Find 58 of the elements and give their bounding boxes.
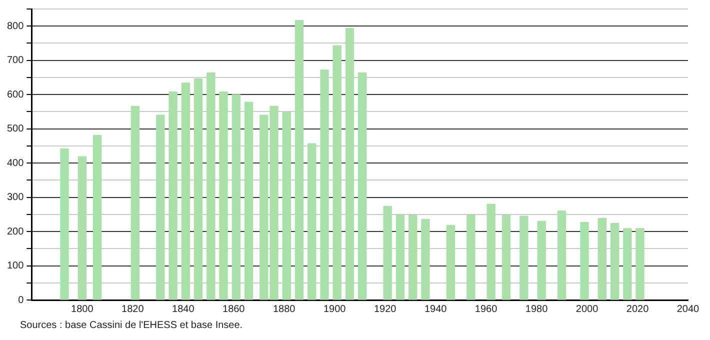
bar xyxy=(244,102,254,300)
bar xyxy=(610,222,620,300)
source-note: Sources : base Cassini de l'EHESS et base Insee. xyxy=(20,320,243,331)
bar xyxy=(502,214,511,300)
x-tick-label: 2020 xyxy=(626,304,650,315)
x-tick-label: 1940 xyxy=(424,304,448,315)
bar xyxy=(396,214,405,300)
bar xyxy=(194,78,203,300)
x-tick-label: 1960 xyxy=(474,304,498,315)
bar xyxy=(181,82,190,300)
bar xyxy=(130,106,140,300)
y-tick-label: 700 xyxy=(6,55,24,66)
bar xyxy=(358,72,367,300)
x-tick-label: 1900 xyxy=(323,304,346,315)
bar xyxy=(219,92,228,300)
bar xyxy=(537,220,546,300)
bar xyxy=(168,92,178,300)
bar xyxy=(320,70,329,300)
bar xyxy=(623,228,632,300)
y-tick-label: 300 xyxy=(6,192,24,204)
bar xyxy=(520,216,528,300)
y-tick-label: 800 xyxy=(6,20,24,32)
bar xyxy=(92,135,102,300)
bar xyxy=(282,112,291,300)
bar xyxy=(580,222,589,300)
x-tick-label: 1840 xyxy=(172,304,195,315)
bar xyxy=(332,45,342,300)
y-tick-label: 0 xyxy=(18,294,24,306)
x-tick-label: 1980 xyxy=(525,304,548,315)
bar xyxy=(206,72,216,300)
bar xyxy=(78,156,86,300)
bar xyxy=(408,214,418,300)
x-tick-label: 2040 xyxy=(676,304,700,315)
y-tick-label: 600 xyxy=(6,89,24,100)
y-tick-label: 100 xyxy=(6,260,24,272)
x-tick-label: 1880 xyxy=(272,304,296,315)
bar xyxy=(156,114,165,300)
bar xyxy=(486,204,496,300)
x-tick-label: 2000 xyxy=(576,304,599,315)
bar xyxy=(598,218,607,300)
x-tick-label: 1800 xyxy=(71,304,94,315)
bar xyxy=(636,228,644,300)
bar xyxy=(421,218,430,300)
x-tick-label: 1920 xyxy=(374,304,397,315)
y-tick-label: 400 xyxy=(6,158,24,169)
bar xyxy=(557,210,566,300)
bar xyxy=(232,94,240,300)
bar xyxy=(294,20,304,300)
bar xyxy=(345,28,354,300)
y-tick-label: 200 xyxy=(6,226,24,238)
bar xyxy=(383,206,392,300)
x-tick-label: 1860 xyxy=(222,304,246,315)
bar xyxy=(446,225,456,300)
y-tick-label: 500 xyxy=(6,124,24,135)
bar xyxy=(60,148,69,300)
bar xyxy=(466,214,476,300)
bar xyxy=(308,143,316,300)
x-tick-label: 1820 xyxy=(122,304,144,315)
